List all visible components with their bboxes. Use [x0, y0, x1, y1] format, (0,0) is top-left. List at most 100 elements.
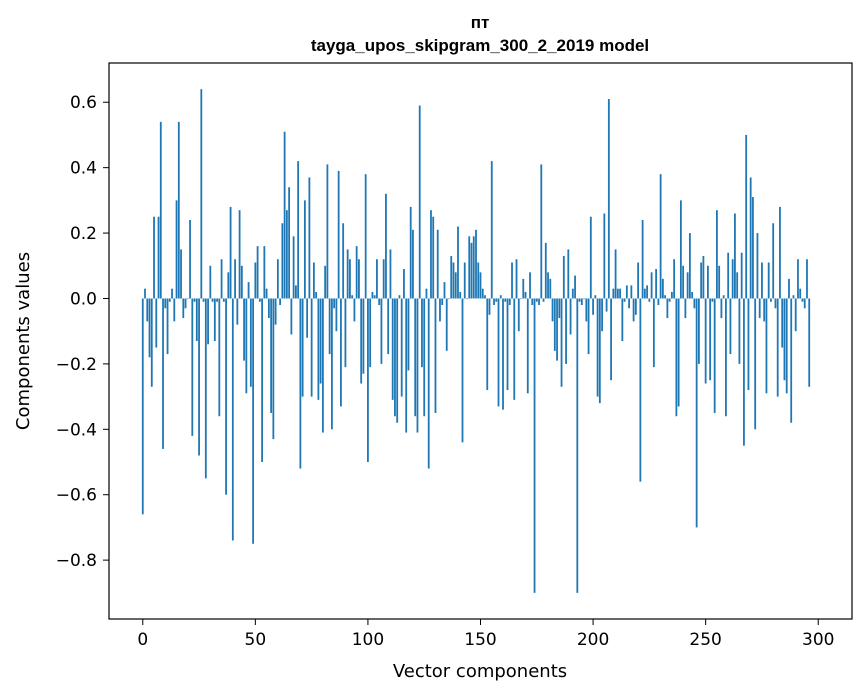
bar	[308, 177, 311, 299]
bar	[306, 298, 309, 338]
bar	[409, 206, 412, 299]
bar	[520, 298, 522, 300]
bar	[745, 134, 748, 299]
bar	[540, 164, 543, 299]
bar	[803, 298, 806, 309]
bar	[470, 242, 473, 299]
bar	[396, 298, 399, 423]
bar	[312, 262, 315, 299]
bar	[659, 174, 662, 299]
bar	[770, 298, 772, 302]
bar	[594, 295, 597, 299]
bar	[182, 298, 185, 319]
bar	[677, 298, 680, 407]
bar	[668, 298, 671, 302]
bar	[740, 252, 743, 299]
bar	[290, 298, 293, 335]
bar	[416, 298, 419, 433]
bar	[412, 229, 414, 299]
bar	[637, 262, 640, 299]
bar	[630, 285, 633, 299]
bar	[567, 249, 570, 299]
bar	[227, 272, 230, 299]
bar	[457, 226, 459, 299]
bar	[425, 288, 428, 299]
bar	[605, 298, 608, 312]
bar	[596, 298, 599, 397]
x-tick-label: 100	[352, 630, 384, 650]
bar	[229, 206, 232, 299]
bar	[342, 223, 345, 299]
y-tick-label: 0.2	[70, 224, 97, 244]
bar	[754, 298, 757, 430]
y-tick-label: 0.0	[70, 289, 97, 309]
bar	[472, 236, 475, 299]
bar	[443, 282, 446, 299]
bar	[454, 272, 457, 299]
bar	[603, 213, 606, 299]
bar	[727, 252, 730, 299]
bar	[146, 298, 149, 322]
bar	[405, 298, 408, 433]
bar	[258, 298, 261, 302]
bar	[297, 161, 300, 299]
bar	[398, 295, 401, 299]
bar	[376, 259, 378, 299]
bar	[720, 298, 723, 319]
bar	[439, 298, 441, 322]
bar	[189, 219, 191, 299]
bar	[799, 288, 802, 299]
bar	[301, 298, 304, 397]
bar	[497, 298, 500, 407]
bar	[747, 298, 750, 391]
bar	[806, 259, 808, 299]
bar	[168, 298, 171, 302]
bar	[276, 259, 279, 299]
bar	[587, 298, 590, 355]
bar	[502, 298, 504, 410]
bar	[432, 216, 435, 299]
bar	[340, 298, 342, 407]
y-axis-ticks: −0.8 −0.6 −0.4 −0.2 0.0 0.2 0.4 0.6	[56, 93, 109, 571]
bar	[490, 161, 493, 299]
bar	[531, 298, 534, 306]
bar	[150, 298, 153, 387]
bar	[303, 200, 306, 299]
bar	[202, 298, 205, 302]
y-tick-label: −0.6	[56, 486, 97, 506]
bar	[513, 298, 516, 400]
bar	[283, 131, 286, 299]
bar	[407, 298, 410, 371]
bar	[526, 298, 529, 394]
bar	[418, 105, 421, 299]
bar	[256, 246, 259, 299]
bar	[159, 121, 162, 299]
bar	[700, 262, 703, 299]
bar	[628, 298, 630, 309]
bar	[749, 177, 752, 299]
bar	[549, 278, 552, 299]
bar	[619, 288, 621, 299]
bar	[743, 298, 745, 446]
bar	[267, 298, 270, 319]
bar	[378, 298, 381, 306]
y-tick-label: 0.4	[70, 159, 97, 179]
bar	[560, 298, 563, 387]
bar	[351, 295, 354, 299]
bar	[362, 298, 365, 374]
bar	[499, 295, 502, 299]
x-tick-label: 150	[464, 630, 496, 650]
bar	[193, 298, 196, 302]
bar	[421, 298, 423, 368]
bar	[448, 298, 450, 300]
bar	[191, 298, 194, 436]
bar	[243, 298, 245, 361]
bar	[698, 298, 700, 364]
bar	[175, 200, 178, 299]
bar	[731, 259, 734, 299]
bar	[495, 298, 498, 302]
bar	[387, 298, 390, 355]
bar	[317, 298, 320, 400]
bar	[240, 265, 243, 299]
bar	[585, 298, 588, 322]
